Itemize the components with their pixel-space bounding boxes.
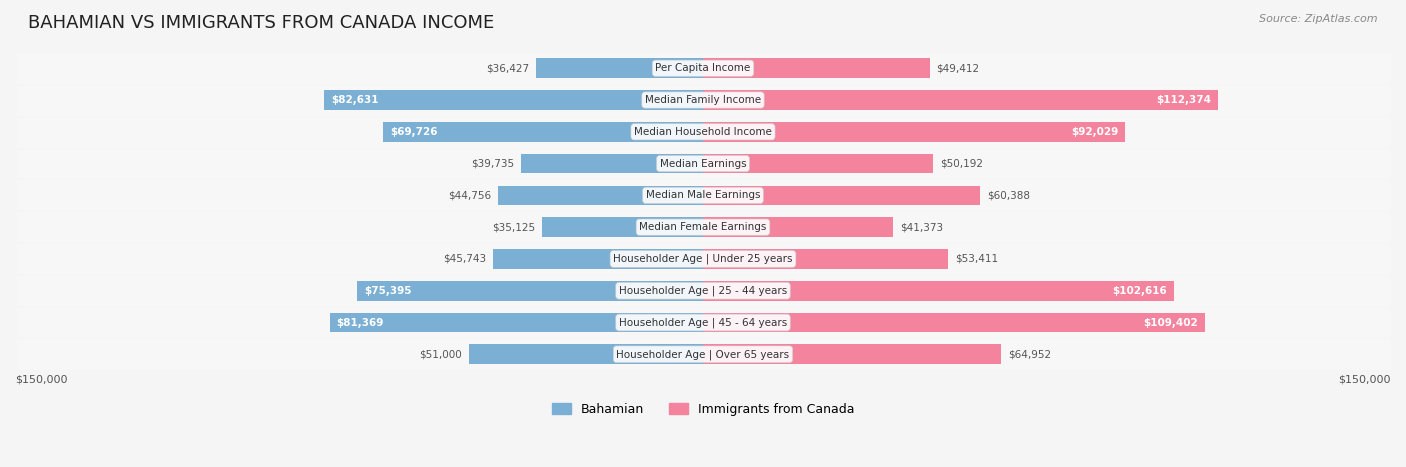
Bar bbox=[15, 307, 1391, 339]
Legend: Bahamian, Immigrants from Canada: Bahamian, Immigrants from Canada bbox=[547, 398, 859, 421]
Bar bbox=[15, 275, 1391, 307]
Bar bbox=[15, 339, 1391, 370]
Text: $92,029: $92,029 bbox=[1071, 127, 1118, 137]
Text: $64,952: $64,952 bbox=[1008, 349, 1050, 359]
Text: $41,373: $41,373 bbox=[900, 222, 943, 232]
Text: $102,616: $102,616 bbox=[1112, 286, 1167, 296]
Text: BAHAMIAN VS IMMIGRANTS FROM CANADA INCOME: BAHAMIAN VS IMMIGRANTS FROM CANADA INCOM… bbox=[28, 14, 495, 32]
Bar bbox=[15, 211, 1391, 243]
Text: $36,427: $36,427 bbox=[486, 63, 529, 73]
Bar bbox=[330, 312, 703, 333]
Text: Median Family Income: Median Family Income bbox=[645, 95, 761, 105]
Bar bbox=[15, 243, 1391, 275]
Text: $150,000: $150,000 bbox=[1339, 375, 1391, 385]
Bar bbox=[15, 243, 1391, 275]
Bar bbox=[703, 185, 980, 205]
Bar bbox=[520, 154, 703, 173]
Bar bbox=[703, 312, 1205, 333]
Text: $60,388: $60,388 bbox=[987, 191, 1029, 200]
Bar bbox=[703, 58, 929, 78]
Bar bbox=[703, 345, 1001, 364]
Text: $51,000: $51,000 bbox=[419, 349, 463, 359]
Bar bbox=[15, 148, 1391, 179]
Bar bbox=[15, 84, 1391, 116]
Text: Householder Age | Over 65 years: Householder Age | Over 65 years bbox=[616, 349, 790, 360]
Bar bbox=[15, 275, 1391, 307]
Text: $39,735: $39,735 bbox=[471, 159, 513, 169]
Bar bbox=[357, 281, 703, 301]
Bar bbox=[15, 339, 1391, 370]
Text: Householder Age | 25 - 44 years: Householder Age | 25 - 44 years bbox=[619, 285, 787, 296]
Text: Householder Age | 45 - 64 years: Householder Age | 45 - 64 years bbox=[619, 317, 787, 328]
Bar bbox=[15, 116, 1391, 148]
Text: $50,192: $50,192 bbox=[941, 159, 983, 169]
Bar bbox=[15, 179, 1391, 211]
Bar bbox=[15, 84, 1391, 116]
Bar bbox=[498, 185, 703, 205]
Bar bbox=[703, 154, 934, 173]
Text: Source: ZipAtlas.com: Source: ZipAtlas.com bbox=[1260, 14, 1378, 24]
Text: Median Female Earnings: Median Female Earnings bbox=[640, 222, 766, 232]
Text: Median Household Income: Median Household Income bbox=[634, 127, 772, 137]
Text: Per Capita Income: Per Capita Income bbox=[655, 63, 751, 73]
Text: $109,402: $109,402 bbox=[1143, 318, 1198, 327]
Bar bbox=[15, 307, 1391, 339]
Bar bbox=[703, 122, 1125, 142]
Text: $150,000: $150,000 bbox=[15, 375, 67, 385]
Text: $44,756: $44,756 bbox=[447, 191, 491, 200]
Bar bbox=[541, 217, 703, 237]
Text: Householder Age | Under 25 years: Householder Age | Under 25 years bbox=[613, 254, 793, 264]
Bar bbox=[494, 249, 703, 269]
Bar bbox=[703, 281, 1174, 301]
Bar bbox=[323, 90, 703, 110]
Text: $82,631: $82,631 bbox=[330, 95, 378, 105]
Text: $112,374: $112,374 bbox=[1157, 95, 1212, 105]
Text: $75,395: $75,395 bbox=[364, 286, 412, 296]
Bar bbox=[15, 116, 1391, 148]
Bar bbox=[703, 217, 893, 237]
Text: $45,743: $45,743 bbox=[443, 254, 486, 264]
Text: $69,726: $69,726 bbox=[389, 127, 437, 137]
Bar bbox=[703, 249, 948, 269]
Text: $35,125: $35,125 bbox=[492, 222, 536, 232]
Bar bbox=[703, 90, 1219, 110]
Bar bbox=[15, 179, 1391, 211]
Bar bbox=[15, 211, 1391, 243]
Bar bbox=[15, 52, 1391, 84]
Bar bbox=[15, 52, 1391, 84]
Text: Median Earnings: Median Earnings bbox=[659, 159, 747, 169]
Bar bbox=[536, 58, 703, 78]
Bar bbox=[15, 148, 1391, 179]
Bar bbox=[470, 345, 703, 364]
Bar bbox=[384, 122, 703, 142]
Text: $49,412: $49,412 bbox=[936, 63, 980, 73]
Text: $81,369: $81,369 bbox=[336, 318, 384, 327]
Text: Median Male Earnings: Median Male Earnings bbox=[645, 191, 761, 200]
Text: $53,411: $53,411 bbox=[955, 254, 998, 264]
